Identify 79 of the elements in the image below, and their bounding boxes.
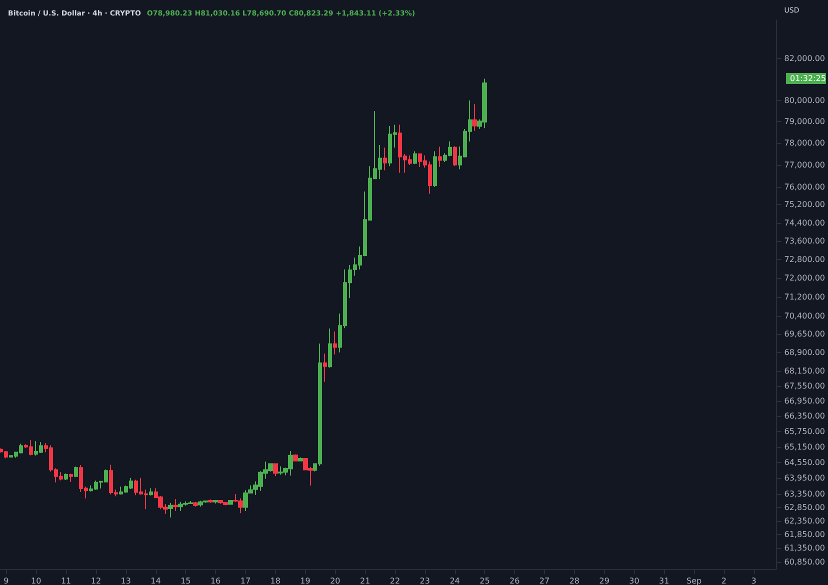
- candlestick: [273, 462, 278, 477]
- candlestick: [328, 328, 332, 368]
- y-tick-label: 77,000.00: [784, 160, 826, 170]
- y-tick-label: 60,850.00: [784, 558, 826, 567]
- x-tick-label: 10: [31, 576, 42, 585]
- y-tick-label: 76,000.00: [784, 182, 826, 192]
- candlestick: [323, 353, 327, 382]
- y-tick-label: 63,350.00: [784, 490, 826, 499]
- candlestick: [64, 472, 68, 481]
- x-tick-label: 3: [751, 576, 756, 585]
- x-tick-label: 15: [180, 576, 191, 585]
- x-tick-label: 19: [300, 576, 310, 585]
- x-tick-label: 12: [90, 576, 102, 585]
- x-tick-label: 29: [599, 576, 610, 585]
- candlestick: [168, 502, 173, 518]
- y-tick-label: 62,350.00: [784, 516, 826, 526]
- y-tick-label: 68,900.00: [784, 348, 826, 357]
- x-tick-label: 2: [721, 576, 726, 585]
- candlestick: [472, 104, 477, 132]
- y-tick-label: 79,000.00: [784, 117, 826, 126]
- y-tick-label: 70,400.00: [784, 312, 826, 321]
- x-tick-label: 28: [569, 576, 580, 585]
- y-tick-label: 82,000.00: [784, 54, 826, 64]
- candlestick: [228, 499, 233, 506]
- candlestick: [298, 456, 303, 462]
- y-tick-label: 72,800.00: [784, 254, 826, 264]
- x-tick-label: 27: [539, 576, 550, 585]
- y-tick-label: 66,350.00: [784, 412, 826, 421]
- x-tick-label: 30: [629, 576, 640, 585]
- x-tick-label: 13: [120, 576, 131, 585]
- y-tick-label: 62,850.00: [784, 502, 826, 512]
- candlestick: [69, 473, 73, 482]
- y-tick-label: 67,550.00: [784, 381, 826, 390]
- y-tick-label: 73,600.00: [784, 236, 826, 246]
- x-tick-label: 14: [150, 576, 161, 585]
- y-tick-label: 80,000.00: [784, 96, 826, 105]
- x-tick-label: Sep: [686, 576, 702, 585]
- x-tick-label: 9: [4, 576, 9, 585]
- x-tick-label: 26: [510, 576, 520, 585]
- candlestick: [213, 499, 218, 504]
- candlestick: [4, 450, 8, 459]
- y-tick-label: 64,550.00: [784, 458, 826, 467]
- candlestick: [333, 330, 337, 355]
- x-tick-label: 31: [659, 576, 670, 585]
- x-tick-label: 18: [270, 576, 280, 585]
- x-tick-label: 24: [450, 576, 460, 585]
- candlestick: [413, 150, 417, 165]
- x-tick-label: 25: [480, 576, 490, 585]
- candlestick: [433, 150, 437, 188]
- y-tick-label: 63,950.00: [784, 474, 826, 483]
- x-tick-label: 11: [60, 576, 72, 585]
- candlestick: [149, 488, 153, 496]
- candlestick: [193, 501, 198, 508]
- x-tick-label: 22: [390, 576, 400, 585]
- y-tick-label: 69,650.00: [784, 330, 826, 339]
- candlestick: [383, 147, 387, 171]
- candlestick: [208, 498, 213, 504]
- y-tick-label: 71,200.00: [784, 292, 826, 302]
- candlestick: [74, 466, 78, 478]
- y-tick-label: 74,400.00: [784, 218, 826, 228]
- y-tick-label: 61,850.00: [784, 530, 826, 540]
- x-tick-label: 23: [420, 576, 430, 585]
- y-tick-label: 66,950.00: [784, 396, 826, 406]
- candlestick: [453, 146, 457, 166]
- text: 01:32:25: [790, 74, 826, 83]
- y-tick-label: 72,000.00: [784, 274, 826, 283]
- y-tick-label: 61,350.00: [784, 544, 826, 553]
- candlestick: [173, 498, 178, 512]
- candlestick: [293, 454, 298, 462]
- x-tick-label: 21: [360, 576, 370, 585]
- x-tick-label: 20: [330, 576, 340, 585]
- y-tick-label: 75,200.00: [784, 200, 826, 210]
- x-tick-label: 17: [240, 576, 251, 585]
- y-tick-label: 65,150.00: [784, 442, 826, 452]
- y-tick-label: 78,000.00: [784, 138, 826, 148]
- y-tick-label: 68,150.00: [784, 366, 826, 376]
- candlestick: [438, 146, 442, 168]
- y-tick-label: 65,750.00: [784, 426, 826, 436]
- x-tick-label: 16: [210, 576, 221, 585]
